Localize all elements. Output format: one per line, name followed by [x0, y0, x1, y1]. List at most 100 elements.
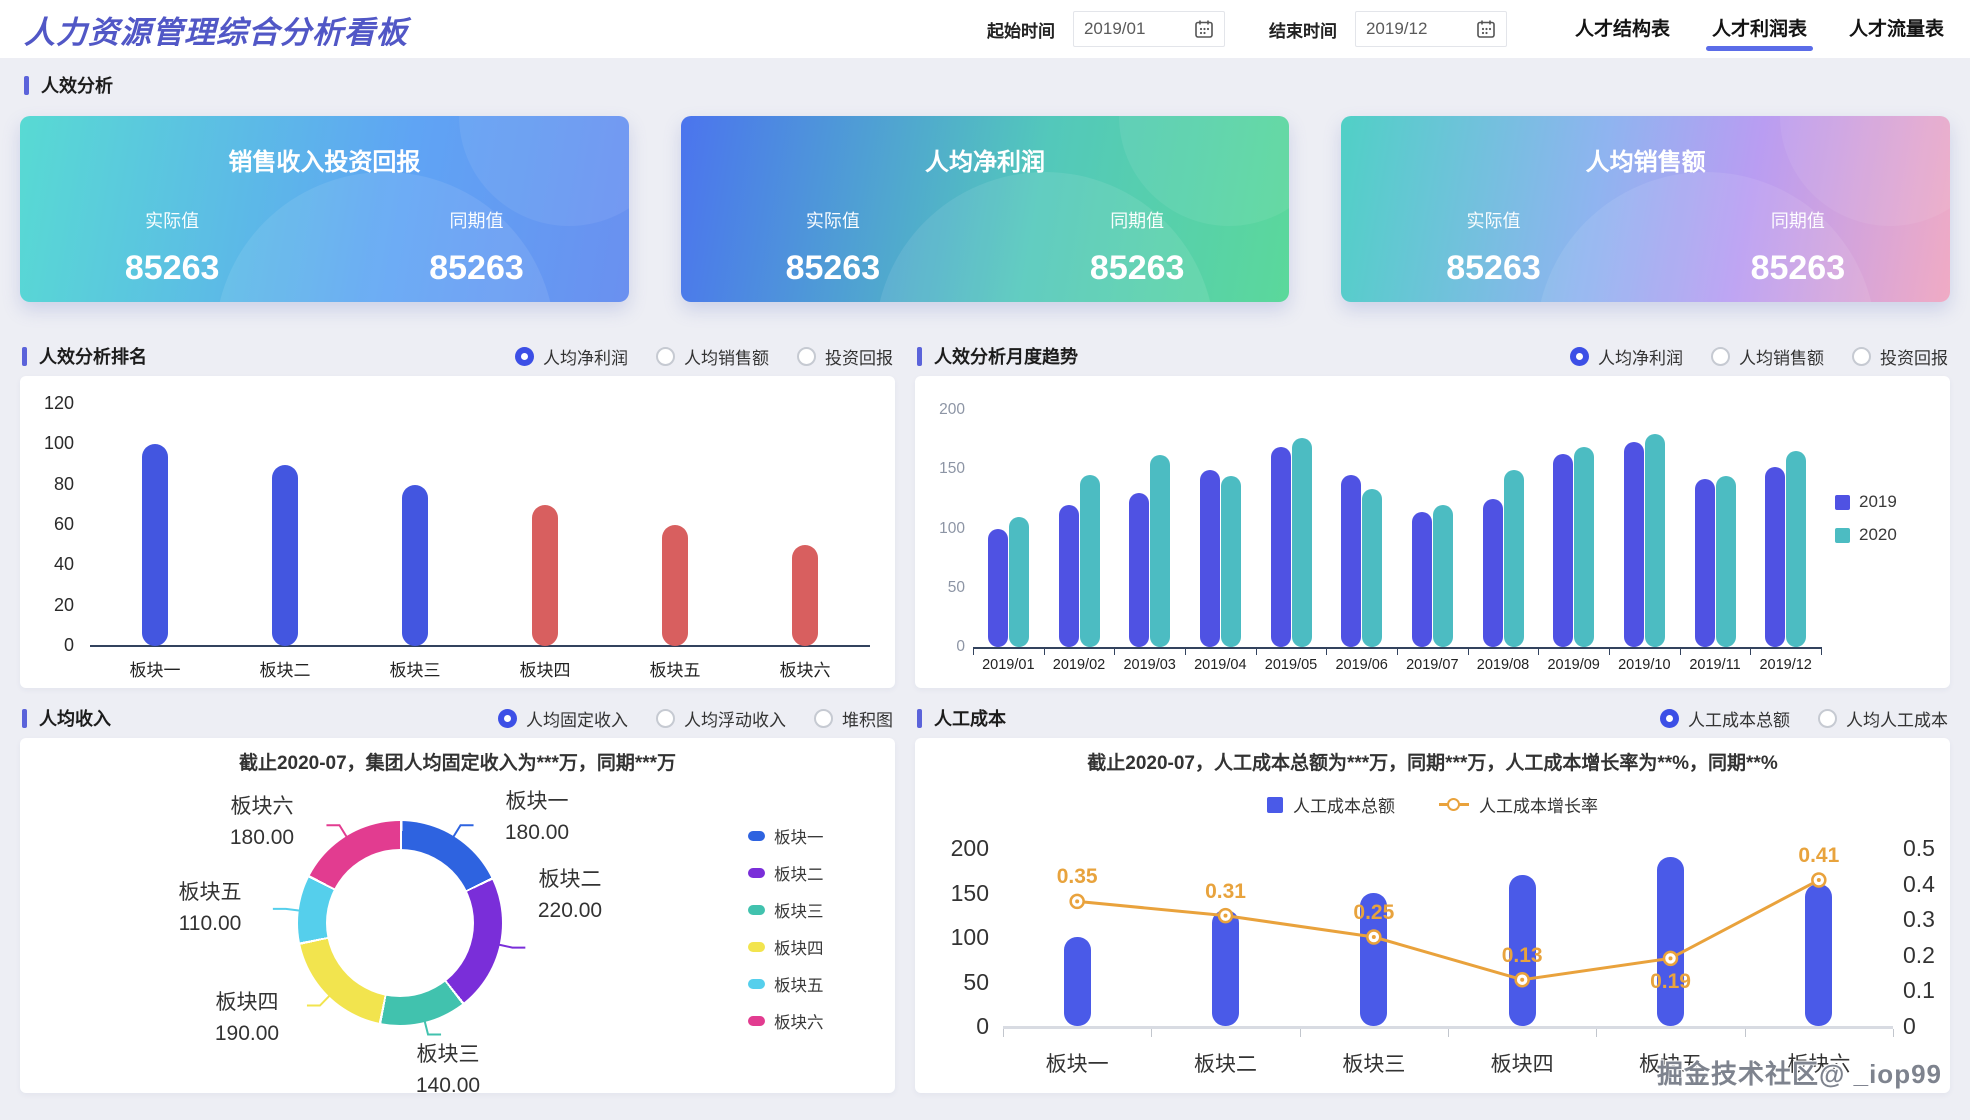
bar	[1058, 504, 1079, 647]
bar	[1482, 498, 1503, 647]
legend-swatch	[748, 905, 765, 915]
radio-unselected-icon[interactable]	[1711, 346, 1730, 366]
y-axis-label: 100	[939, 519, 965, 537]
panel-accent-bar	[917, 346, 922, 366]
radio-group-monthly: 人均净利润 人均销售额 投资回报	[1570, 344, 1948, 369]
radio-option[interactable]: 人均浮动收入	[656, 706, 786, 731]
bar	[1623, 441, 1644, 647]
radio-option[interactable]: 人均人工成本	[1818, 706, 1948, 731]
line-data-label: 0.41	[1798, 844, 1840, 868]
radio-option[interactable]: 人均净利润	[1570, 344, 1683, 369]
tab-talent-profit[interactable]: 人才利润表	[1705, 8, 1814, 51]
left-y-axis-label: 50	[963, 968, 989, 995]
slice-label-value: 190.00	[214, 1022, 280, 1045]
start-date-input[interactable]	[1083, 19, 1184, 39]
x-axis-label: 板块五	[1639, 1053, 1702, 1076]
radio-option[interactable]: 投资回报	[1852, 344, 1948, 369]
x-axis-tick	[1397, 647, 1398, 655]
legend-item[interactable]: 板块一	[748, 824, 824, 848]
radio-unselected-icon[interactable]	[656, 708, 675, 728]
end-date-input[interactable]	[1365, 19, 1466, 39]
y-axis-label: 40	[53, 554, 74, 575]
bar	[1786, 451, 1807, 647]
combo-chart-title: 截止2020-07，人工成本总额为***万，同期***万，人工成本增长率为**%…	[1087, 753, 1778, 774]
x-axis-label: 2019/04	[1194, 657, 1247, 673]
radio-selected-icon[interactable]	[515, 346, 534, 366]
slice-label-name: 板块六	[230, 795, 294, 818]
radio-option[interactable]: 人工成本总额	[1660, 706, 1790, 731]
bar	[1341, 475, 1362, 647]
bar	[1270, 446, 1291, 647]
end-date-picker[interactable]	[1354, 11, 1507, 47]
radio-option[interactable]: 投资回报	[797, 344, 893, 369]
radio-selected-icon[interactable]	[1660, 708, 1679, 728]
legend-item[interactable]: 板块六	[748, 1009, 824, 1033]
radio-unselected-icon[interactable]	[1852, 346, 1871, 366]
x-axis-tick	[1596, 1029, 1598, 1037]
radio-unselected-icon[interactable]	[797, 346, 816, 366]
radio-unselected-icon[interactable]	[1818, 708, 1837, 728]
donut-ring	[298, 821, 502, 1025]
kpi-card-title: 人均销售额	[1585, 149, 1706, 176]
radio-option[interactable]: 堆积图	[814, 706, 893, 731]
combo-legend: 人工成本总额 人工成本增长率	[915, 792, 1950, 817]
line-data-label: 0.31	[1205, 879, 1246, 903]
section-accent-bar	[24, 75, 29, 95]
radio-option[interactable]: 人均净利润	[515, 344, 628, 369]
calendar-icon[interactable]	[1476, 19, 1496, 39]
radio-selected-icon[interactable]	[1570, 346, 1589, 366]
legend-item[interactable]: 2020	[1835, 525, 1897, 545]
radio-option[interactable]: 人均固定收入	[498, 706, 628, 731]
radio-label: 人均销售额	[684, 348, 769, 368]
radio-group-cost: 人工成本总额 人均人工成本	[1660, 706, 1948, 731]
legend-swatch	[1835, 527, 1850, 543]
legend-item[interactable]: 板块三	[748, 898, 824, 922]
x-axis-tick	[1609, 647, 1610, 655]
legend-item-line[interactable]: 人工成本增长率	[1439, 792, 1598, 817]
legend-label: 2020	[1859, 525, 1897, 544]
bar	[1657, 856, 1684, 1026]
radio-selected-icon[interactable]	[498, 708, 517, 728]
y-axis-label: 50	[947, 578, 965, 596]
x-axis-tick	[973, 647, 974, 655]
bar	[1694, 478, 1715, 647]
start-date-picker[interactable]	[1072, 11, 1225, 47]
slice-label-name: 板块二	[538, 868, 602, 891]
section-header: 人效分析	[0, 58, 1970, 100]
legend-item[interactable]: 2019	[1835, 492, 1897, 512]
legend-item[interactable]: 板块二	[748, 861, 824, 885]
x-axis-label: 板块四	[1490, 1053, 1554, 1076]
kpi-card-title: 销售收入投资回报	[228, 149, 421, 176]
radio-unselected-icon[interactable]	[814, 708, 833, 728]
right-y-axis-label: 0	[1903, 1013, 1916, 1039]
legend-item-bar[interactable]: 人工成本总额	[1267, 792, 1395, 817]
bar	[1715, 476, 1736, 647]
actual-label: 实际值	[805, 211, 860, 231]
radio-label: 堆积图	[842, 710, 893, 730]
radio-unselected-icon[interactable]	[656, 346, 675, 366]
radio-label: 人均固定收入	[526, 710, 628, 730]
slice-label-value: 180.00	[229, 826, 295, 849]
slice-label: 板块二 220.00	[490, 864, 650, 926]
legend-item[interactable]: 板块五	[748, 972, 824, 996]
slice-label: 板块五 110.00	[130, 877, 290, 939]
x-axis-label: 2019/03	[1123, 657, 1176, 673]
panel-efficiency-ranking: 人效分析排名 人均净利润 人均销售额 投资回报 0 20 40 60 80 100 120 板块一…	[20, 336, 895, 688]
slice-label: 板块一 180.00	[457, 786, 617, 848]
radio-option[interactable]: 人均销售额	[656, 344, 769, 369]
radio-option[interactable]: 人均销售额	[1711, 344, 1824, 369]
tab-talent-structure[interactable]: 人才结构表	[1574, 18, 1670, 40]
bar	[272, 464, 298, 646]
line-data-label: 0.35	[1056, 865, 1098, 889]
legend-item[interactable]: 板块四	[748, 935, 824, 959]
y-axis-label: 120	[43, 393, 74, 413]
calendar-icon[interactable]	[1194, 19, 1214, 39]
bar	[1220, 476, 1241, 647]
tab-talent-flow[interactable]: 人才流量表	[1848, 18, 1944, 40]
right-y-axis-label: 0.5	[1903, 835, 1935, 861]
bar	[1063, 937, 1091, 1026]
panel-monthly-trend: 人效分析月度趋势 人均净利润 人均销售额 投资回报 0 50 100 150 200 2019…	[915, 336, 1950, 688]
y-axis-label: 150	[939, 460, 965, 478]
x-axis-tick	[1750, 647, 1752, 655]
x-axis-label: 2019/10	[1618, 657, 1671, 673]
